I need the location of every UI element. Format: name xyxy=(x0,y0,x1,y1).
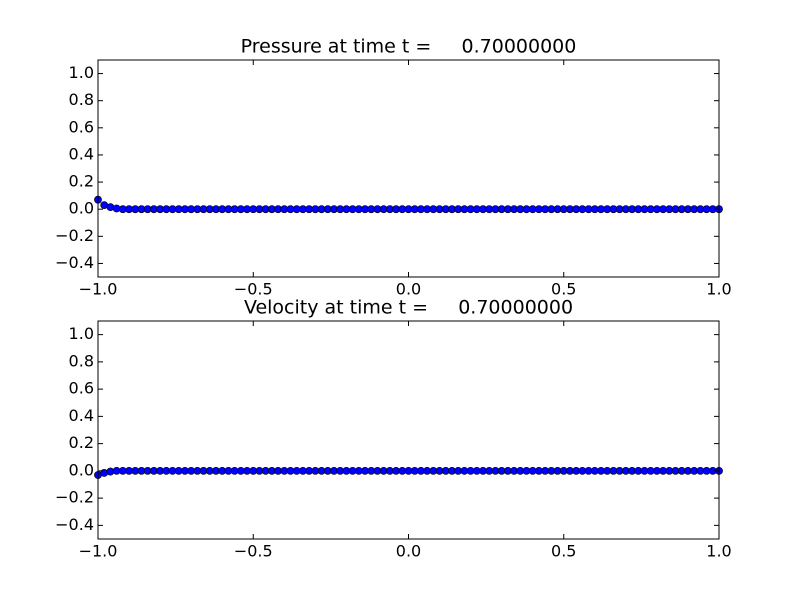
x-tick-label: 0.5 xyxy=(551,542,576,561)
x-tick-label: 0.5 xyxy=(551,280,576,299)
x-tick-label: 1.0 xyxy=(706,280,731,299)
plot-area xyxy=(98,321,719,539)
markers xyxy=(94,466,723,479)
plot-area xyxy=(98,60,719,277)
chart-title: Velocity at time t = 0.70000000 xyxy=(244,297,573,319)
y-tick-label: −0.2 xyxy=(55,488,94,507)
y-tick-label: 1.0 xyxy=(69,324,94,343)
x-tick-label: 0.0 xyxy=(396,542,421,561)
y-tick-label: 0.6 xyxy=(69,379,94,398)
y-tick-label: 1.0 xyxy=(69,63,94,82)
y-tick-label: 0.2 xyxy=(69,172,94,191)
x-tick-label: −0.5 xyxy=(234,542,273,561)
x-tick-label: −0.5 xyxy=(234,280,273,299)
y-tick-label: 0.2 xyxy=(69,433,94,452)
y-tick-label: 0.4 xyxy=(69,144,94,163)
x-tick-label: 1.0 xyxy=(706,542,731,561)
y-tick-label: 0.0 xyxy=(69,460,94,479)
y-tick-label: 0.8 xyxy=(69,351,94,370)
y-tick-label: 0.4 xyxy=(69,406,94,425)
chart-title: Pressure at time t = 0.70000000 xyxy=(241,36,577,58)
y-tick-label: 0.6 xyxy=(69,117,94,136)
x-tick-label: 0.0 xyxy=(396,280,421,299)
y-tick-label: 0.8 xyxy=(69,90,94,109)
y-tick-label: −0.4 xyxy=(55,515,94,534)
y-tick-label: −0.2 xyxy=(55,226,94,245)
x-tick-label: −1.0 xyxy=(79,280,118,299)
y-tick-label: 0.0 xyxy=(69,199,94,218)
y-tick-label: −0.4 xyxy=(55,253,94,272)
x-tick-label: −1.0 xyxy=(79,542,118,561)
markers xyxy=(94,195,723,214)
